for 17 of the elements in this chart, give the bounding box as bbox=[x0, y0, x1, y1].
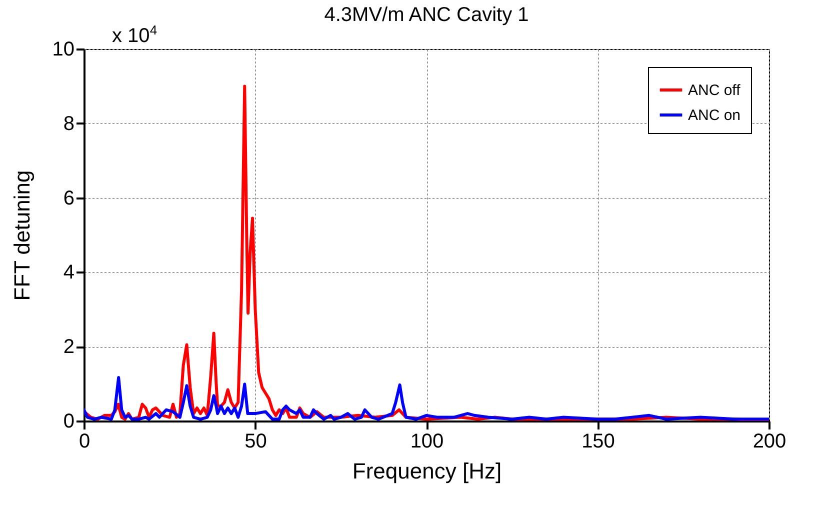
x-tick-label: 150 bbox=[582, 430, 615, 452]
legend-label: ANC off bbox=[688, 82, 742, 99]
text: x 10$^{4}$ bbox=[112, 22, 158, 47]
x-tick-label: 0 bbox=[78, 430, 90, 452]
legend-label: ANC on bbox=[688, 107, 741, 124]
y-tick-label: 10 bbox=[52, 38, 74, 60]
y-axis-title: FFT detuning bbox=[9, 170, 34, 301]
y-tick-label: 6 bbox=[63, 187, 74, 210]
y-tick-label: 0 bbox=[63, 410, 74, 432]
x-axis-title: Frequency [Hz] bbox=[352, 458, 502, 484]
y-tick-label: 8 bbox=[63, 112, 74, 135]
chart-title: 4.3MV/m ANC Cavity 1 bbox=[324, 4, 529, 26]
x-tick-label: 50 bbox=[244, 430, 267, 452]
y-tick-label: 4 bbox=[63, 262, 74, 284]
x-tick-label: 200 bbox=[752, 430, 786, 452]
x-tick-label: 100 bbox=[410, 430, 444, 452]
y-tick-label: 2 bbox=[63, 336, 74, 358]
